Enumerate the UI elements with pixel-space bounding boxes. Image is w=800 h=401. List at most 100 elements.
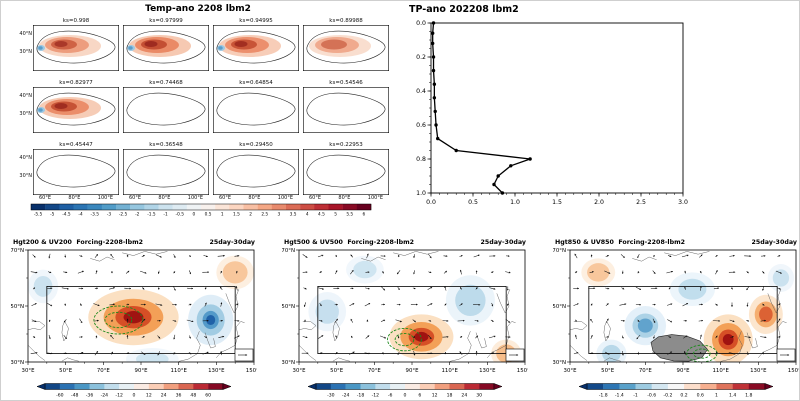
svg-text:6: 6 [418,393,421,399]
sigma-level-label: ks=0.74468 [149,80,183,86]
svg-text:70°E: 70°E [97,368,111,374]
svg-text:24: 24 [461,393,467,399]
svg-text:-1.8: -1.8 [599,393,608,399]
svg-text:110°E: 110°E [441,368,458,374]
svg-text:0: 0 [404,393,407,399]
svg-text:30°N: 30°N [553,360,566,366]
svg-text:-2.5: -2.5 [119,212,128,218]
svg-text:0.2: 0.2 [680,393,687,399]
temp-anomaly-map [303,25,389,71]
lon-tick-labels: 60°E 80°E 100°E [309,195,383,201]
svg-text:0.4: 0.4 [416,88,426,95]
temp-anomaly-map [213,87,299,133]
svg-text:-18: -18 [357,393,365,399]
svg-text:-48: -48 [71,393,79,399]
svg-text:-60: -60 [56,393,64,399]
forcing-panel-850: Hgt850 & UV850 Forcing-2208-lbm2 25day-3… [553,238,799,399]
wind-vectors [573,253,782,356]
svg-text:12: 12 [146,393,152,399]
svg-text:130°E: 130°E [479,368,496,374]
svg-text:-5.5: -5.5 [34,212,43,218]
tp-profile-panel: TP-ano 202208 lbm2 0.0 0.5 1.0 1.5 2.0 2.5 3.0… [405,4,697,218]
svg-text:3.0: 3.0 [678,199,688,206]
lat-tick-label: 40°N [19,93,32,99]
svg-text:30°E: 30°E [564,368,578,374]
svg-text:1: 1 [715,393,718,399]
svg-text:-36: -36 [86,393,94,399]
svg-text:5: 5 [334,212,337,218]
svg-text:0.8: 0.8 [416,156,426,163]
lon-tick-labels: 60°E 80°E 100°E [39,195,113,201]
svg-text:-2: -2 [135,212,140,218]
svg-text:18: 18 [447,393,453,399]
svg-text:50°N: 50°N [553,304,566,310]
svg-text:130°E: 130°E [750,368,767,374]
svg-text:150°E: 150°E [788,368,799,374]
tp-profile-title: TP-ano 202208 lbm2 [409,4,519,15]
temp-anomaly-map [213,25,299,71]
forcing-map-200: 30°E 50°E 70°E 90°E 110°E 130°E 150°E 70°N 50°N 3… [11,248,257,374]
temp-subpanel-6: ks=0.64854 [213,79,299,133]
svg-text:90°E: 90°E [677,368,691,374]
svg-text:48: 48 [190,393,196,399]
temp-anomaly-map [123,25,209,71]
svg-text:5.5: 5.5 [346,212,353,218]
forcing-header-200: Hgt200 & UV200 Forcing-2208-lbm2 25day-3… [11,238,257,247]
sigma-level-label: ks=0.998 [62,18,90,24]
svg-text:-3: -3 [107,212,112,218]
svg-text:0: 0 [193,212,196,218]
svg-text:110°E: 110°E [712,368,729,374]
svg-text:6: 6 [363,212,366,218]
temp-anomaly-map [123,149,209,195]
sigma-level-label: ks=0.97999 [149,18,183,24]
svg-text:-12: -12 [115,393,123,399]
svg-text:110°E: 110°E [170,368,187,374]
forcing-colorbar-850: -1.8 -1.4 -1 -0.6 -0.2 0.2 0.6 1 1.4 1.8 [578,383,774,399]
forcing-map-850: 30°E 50°E 70°E 90°E 110°E 130°E 150°E 70°N 50°N 3… [553,248,799,374]
temp-subpanel-3: ks=0.89988 [303,17,389,71]
lat-tick-label: 40°N [19,155,32,161]
forcing-header-500: Hgt500 & UV500 Forcing-2208-lbm2 25day-3… [282,238,528,247]
svg-text:90°E: 90°E [406,368,420,374]
temp-anomaly-map [33,87,119,133]
temp-anomaly-map [303,87,389,133]
sigma-level-label: ks=0.54546 [329,80,363,86]
forcing-header-850: Hgt850 & UV850 Forcing-2208-lbm2 25day-3… [553,238,799,247]
svg-text:30°N: 30°N [11,360,24,366]
temp-subpanel-2: ks=0.94995 [213,17,299,71]
svg-text:-0.2: -0.2 [663,393,672,399]
temp-anomaly-map [213,149,299,195]
svg-text:1: 1 [221,212,224,218]
lat-tick-label: 40°N [19,31,32,37]
map-content [28,250,254,362]
svg-text:2.5: 2.5 [636,199,646,206]
svg-text:-1: -1 [163,212,168,218]
temp-subpanel-9: ks=0.36548 60°E 80°E 100°E [123,141,209,201]
svg-text:50°E: 50°E [59,368,73,374]
svg-text:2: 2 [249,212,252,218]
svg-text:60: 60 [205,393,211,399]
svg-text:50°N: 50°N [282,304,295,310]
svg-text:-4.5: -4.5 [62,212,71,218]
temp-subpanel-7: ks=0.54546 [303,79,389,133]
anomaly-shading [309,35,371,57]
tp-profile-plot: 0.0 0.5 1.0 1.5 2.0 2.5 3.0 0.0 0.2 0.4 0.6 0.8 1.0 [416,20,688,206]
temp-panel-title: Temp-ano 2208 lbm2 [145,4,251,14]
svg-text:-1.5: -1.5 [147,212,156,218]
svg-text:-1: -1 [633,393,638,399]
svg-text:30°E: 30°E [22,368,36,374]
sigma-level-label: ks=0.64854 [239,80,273,86]
svg-text:4.5: 4.5 [318,212,325,218]
svg-text:-3.5: -3.5 [91,212,100,218]
svg-text:1.0: 1.0 [510,199,520,206]
svg-text:0.6: 0.6 [416,122,426,129]
sigma-level-label: ks=0.94995 [239,18,273,24]
sigma-level-label: ks=0.36548 [149,142,183,148]
svg-text:0.5: 0.5 [468,199,478,206]
map-content [299,250,525,362]
lon-tick-labels: 60°E 80°E 100°E [129,195,203,201]
map-content [570,250,796,362]
svg-text:12: 12 [432,393,438,399]
sigma-level-label: ks=0.89988 [329,18,363,24]
sigma-level-label: ks=0.82977 [59,80,93,86]
